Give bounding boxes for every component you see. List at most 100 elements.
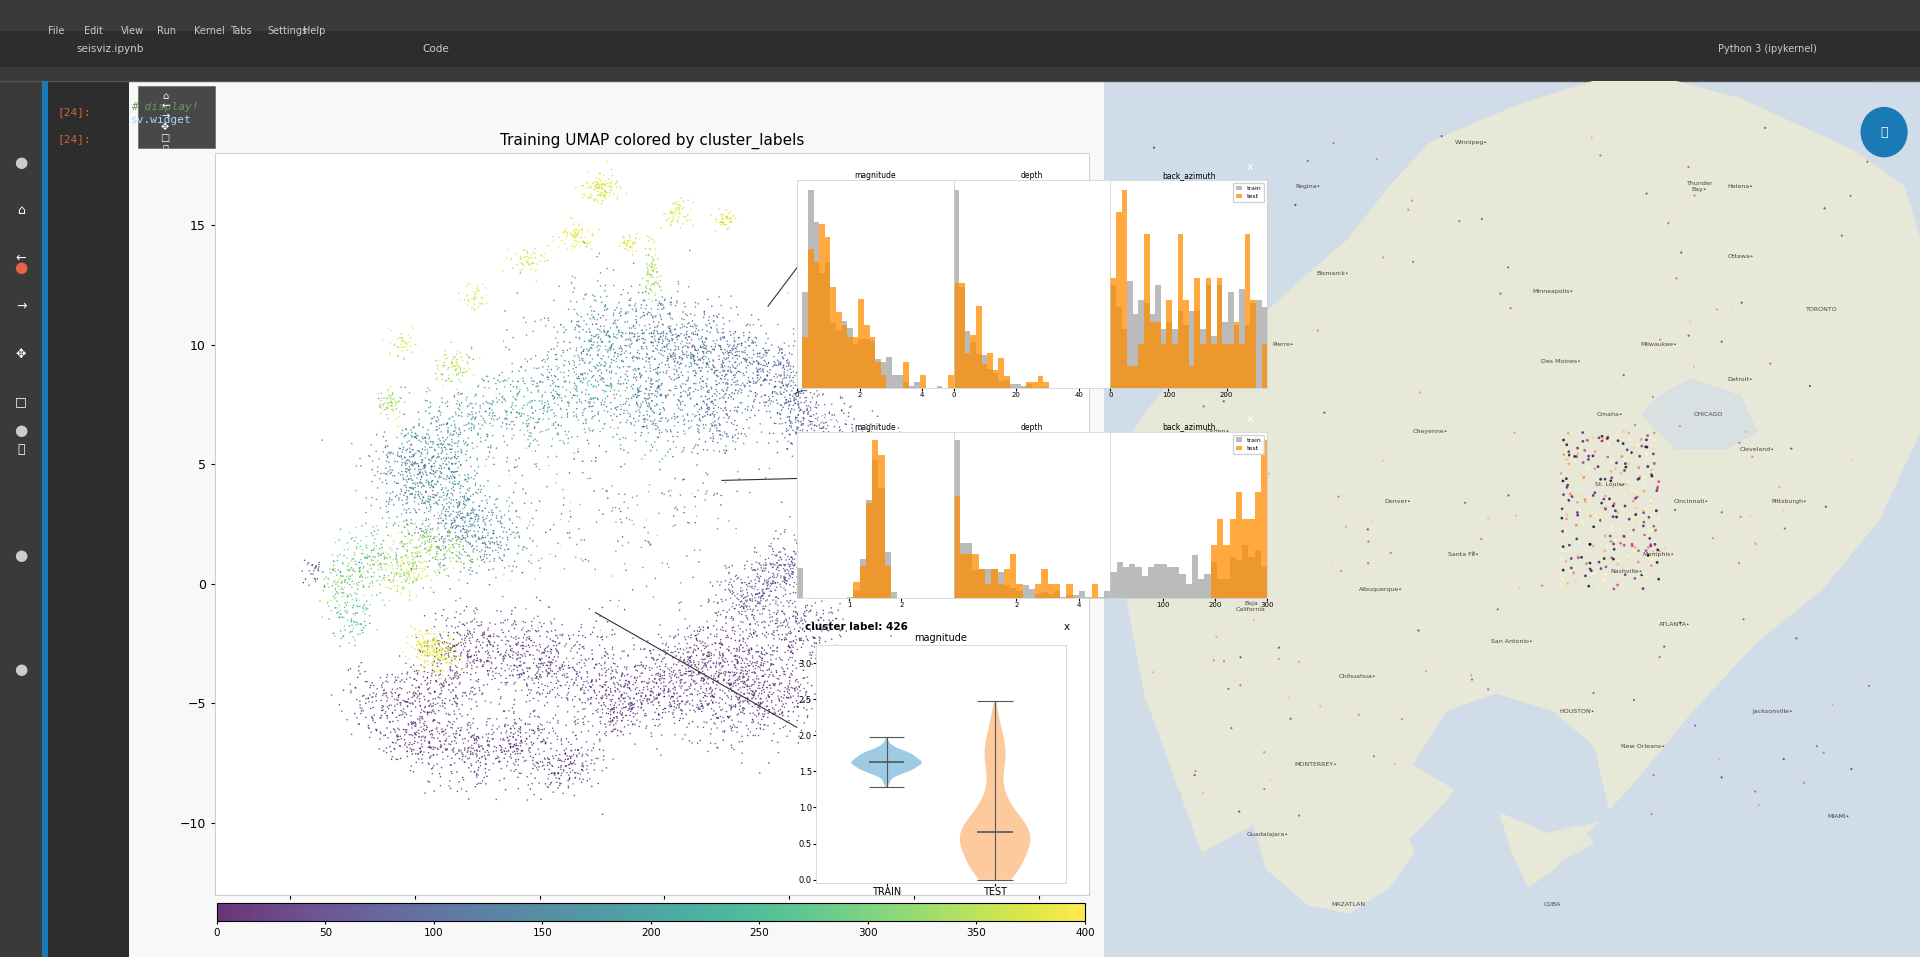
Point bbox=[394, 549, 424, 565]
Point bbox=[626, 428, 657, 443]
Point bbox=[639, 275, 670, 290]
Point bbox=[409, 523, 440, 539]
Point bbox=[422, 474, 453, 489]
Point bbox=[589, 168, 620, 184]
Point bbox=[342, 606, 372, 621]
Point bbox=[486, 520, 516, 535]
Point bbox=[526, 759, 557, 774]
Point bbox=[465, 618, 495, 634]
Point bbox=[705, 622, 735, 637]
Point bbox=[732, 718, 762, 733]
Point bbox=[467, 628, 497, 643]
Point bbox=[522, 660, 553, 676]
Point bbox=[743, 461, 774, 477]
Point bbox=[455, 649, 486, 664]
Point bbox=[461, 566, 492, 581]
Point bbox=[459, 733, 490, 748]
Point bbox=[426, 436, 457, 452]
Point bbox=[386, 586, 417, 601]
Point bbox=[457, 502, 488, 518]
Point bbox=[411, 434, 442, 449]
Point bbox=[701, 635, 732, 651]
Point bbox=[532, 479, 563, 495]
Point bbox=[440, 469, 470, 484]
Point bbox=[697, 696, 728, 711]
Point bbox=[470, 394, 501, 410]
Point bbox=[524, 361, 555, 376]
Point bbox=[438, 424, 468, 439]
Point bbox=[714, 678, 745, 693]
Point bbox=[622, 325, 653, 341]
Point bbox=[1569, 455, 1599, 470]
Point bbox=[712, 408, 743, 423]
Point bbox=[597, 478, 628, 494]
Point bbox=[413, 626, 444, 641]
Point bbox=[559, 361, 589, 376]
Point bbox=[716, 702, 747, 718]
Point bbox=[511, 734, 541, 749]
Point bbox=[655, 700, 685, 715]
Point bbox=[733, 378, 764, 393]
Point bbox=[785, 431, 816, 446]
Point bbox=[860, 435, 891, 451]
Point bbox=[415, 430, 445, 445]
Point bbox=[553, 655, 584, 670]
Bar bbox=[991, 569, 998, 598]
Point bbox=[372, 721, 403, 736]
Point bbox=[716, 341, 747, 356]
Point bbox=[472, 733, 503, 748]
Point bbox=[574, 333, 605, 348]
Point bbox=[753, 576, 783, 591]
Point bbox=[632, 412, 662, 428]
Point bbox=[733, 641, 764, 657]
Point bbox=[707, 215, 737, 231]
Point bbox=[851, 443, 881, 458]
Point bbox=[607, 689, 637, 704]
Point bbox=[614, 293, 645, 308]
Point bbox=[707, 636, 737, 652]
Point bbox=[603, 486, 634, 501]
Point bbox=[557, 756, 588, 771]
Point bbox=[336, 685, 367, 701]
Point bbox=[472, 743, 503, 758]
Point bbox=[710, 443, 741, 458]
Text: Run: Run bbox=[157, 26, 177, 35]
Point bbox=[582, 364, 612, 379]
Point bbox=[645, 681, 676, 697]
Point bbox=[534, 725, 564, 741]
Point bbox=[440, 513, 470, 528]
Point bbox=[457, 680, 488, 696]
Point bbox=[1548, 571, 1578, 587]
Point bbox=[797, 561, 828, 576]
Point bbox=[409, 722, 440, 737]
Point bbox=[612, 659, 643, 675]
Point bbox=[430, 440, 461, 456]
Point bbox=[509, 398, 540, 413]
Point bbox=[447, 522, 478, 537]
Point bbox=[749, 668, 780, 683]
Point bbox=[557, 242, 588, 257]
Point bbox=[444, 494, 474, 509]
Point bbox=[576, 334, 607, 349]
Point bbox=[413, 641, 444, 657]
Point bbox=[417, 474, 447, 489]
Point bbox=[804, 534, 835, 549]
Point bbox=[916, 539, 947, 554]
Point bbox=[426, 515, 457, 530]
Point bbox=[1636, 538, 1667, 553]
Point bbox=[787, 634, 818, 649]
Point bbox=[906, 483, 937, 499]
Point bbox=[772, 377, 803, 392]
Point bbox=[653, 360, 684, 375]
Point bbox=[657, 196, 687, 211]
Point bbox=[620, 349, 651, 365]
Point bbox=[793, 676, 824, 691]
Point bbox=[342, 590, 372, 606]
Point bbox=[632, 391, 662, 407]
Point bbox=[413, 503, 444, 519]
Point bbox=[405, 462, 436, 478]
Point bbox=[737, 684, 768, 700]
Point bbox=[513, 623, 543, 638]
Point bbox=[664, 679, 695, 694]
Point bbox=[599, 698, 630, 713]
